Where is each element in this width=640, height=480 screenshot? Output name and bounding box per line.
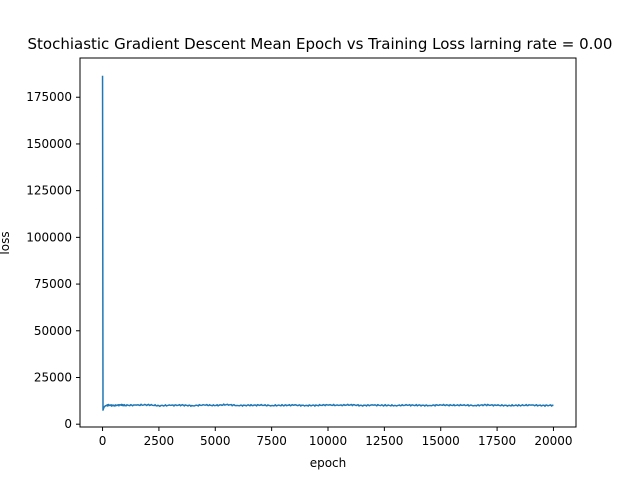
x-axis-label: epoch <box>310 456 347 470</box>
x-tick-label: 0 <box>99 434 107 448</box>
chart-title: Stochiastic Gradient Descent Mean Epoch … <box>28 35 613 53</box>
y-axis: 0 25000 50000 75000 100000 125000 150000 175000 <box>26 90 80 431</box>
x-tick-label: 20000 <box>534 434 572 448</box>
series-line <box>101 75 554 411</box>
y-tick-label: 75000 <box>34 277 72 291</box>
y-tick-label: 125000 <box>26 184 72 198</box>
y-tick-label: 25000 <box>34 370 72 384</box>
y-tick-label: 175000 <box>26 90 72 104</box>
y-tick-label: 50000 <box>34 324 72 338</box>
x-tick-label: 17500 <box>478 434 516 448</box>
x-axis: 0 2500 5000 7500 10000 12500 15000 17500 20000 <box>99 427 573 448</box>
y-tick-label: 100000 <box>26 230 72 244</box>
x-tick-label: 5000 <box>200 434 231 448</box>
x-tick-label: 7500 <box>256 434 287 448</box>
x-tick-label: 2500 <box>144 434 175 448</box>
plot-area: 0 2500 5000 7500 10000 12500 15000 17500 20000 0… <box>26 57 577 448</box>
x-tick-label: 10000 <box>309 434 347 448</box>
x-tick-label: 15000 <box>422 434 460 448</box>
y-tick-label: 150000 <box>26 137 72 151</box>
series-layer <box>101 75 554 411</box>
x-tick-label: 12500 <box>365 434 403 448</box>
y-axis-label: loss <box>0 231 12 254</box>
y-tick-label: 0 <box>64 417 72 431</box>
